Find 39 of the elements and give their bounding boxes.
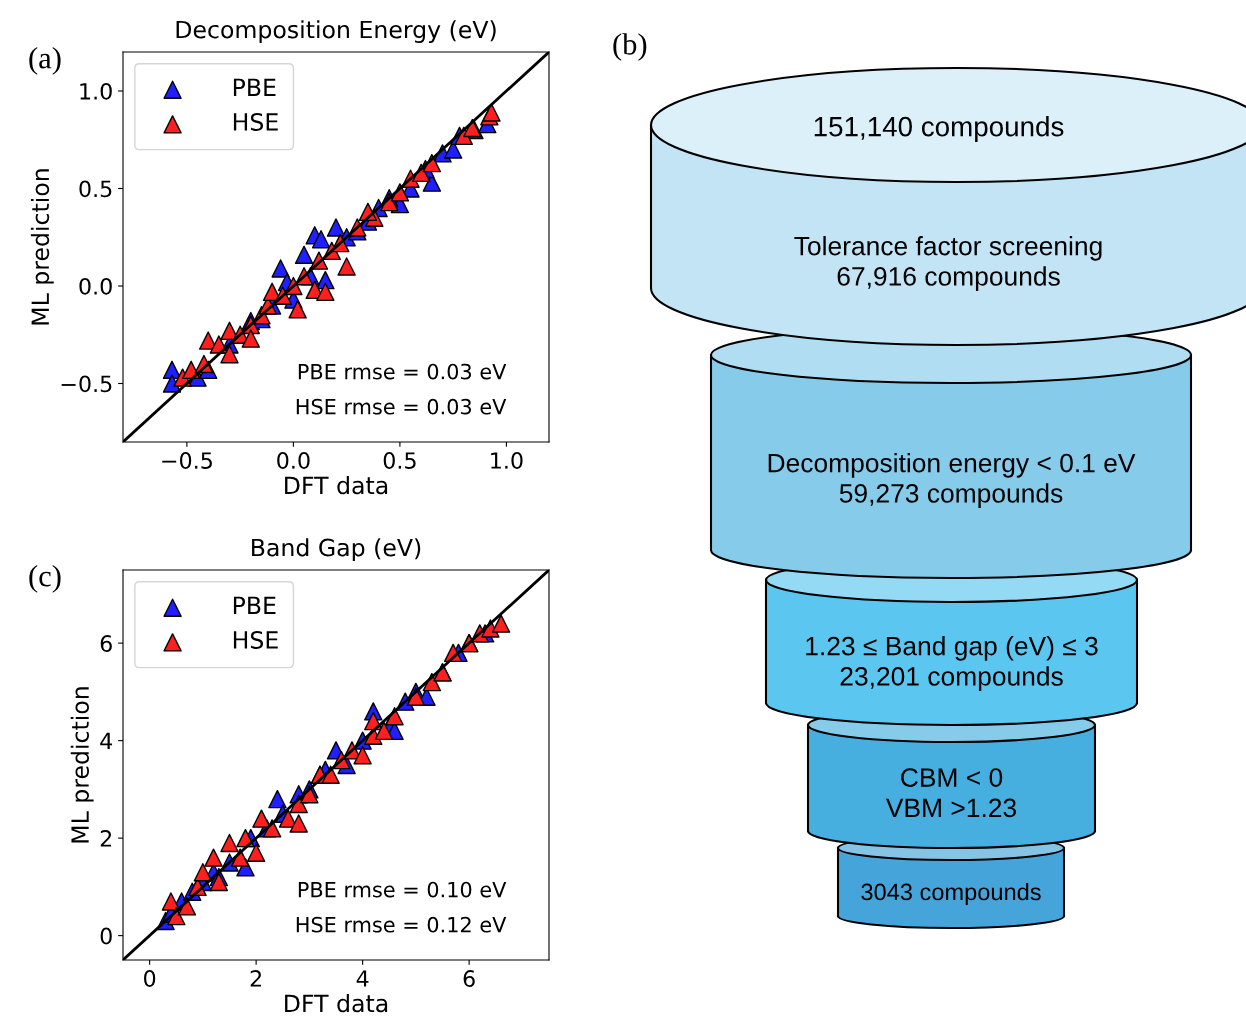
y-axis-title: ML prediction xyxy=(70,687,94,843)
category-label: 3043 compounds xyxy=(861,882,1041,906)
x-tick-label: 0.0 xyxy=(277,452,310,469)
legend-label: HSE xyxy=(233,113,278,131)
category-label: Decomposition energy < 0.1 eV 59,273 compounds xyxy=(768,453,1136,508)
y-tick-label: −0.5 xyxy=(61,375,112,393)
y-tick-label: 0.5 xyxy=(79,180,112,198)
y-axis-title: ML prediction xyxy=(30,169,54,325)
chart-title: Decomposition Energy (eV) xyxy=(176,20,496,44)
x-tick-label: 0 xyxy=(144,970,156,987)
text: (a) xyxy=(29,47,61,75)
annotation: PBE rmse = 0.10 eV xyxy=(298,881,507,898)
y-tick-label: 2 xyxy=(100,830,112,847)
category-label: 151,140 compounds xyxy=(814,116,1064,142)
category-label: 1.23 ≤ Band gap (eV) ≤ 3 23,201 compounds xyxy=(806,636,1098,691)
text: (c) xyxy=(29,565,61,593)
category-label: CBM < 0 VBM >1.23 xyxy=(885,768,1016,818)
text: (b) xyxy=(613,33,647,61)
y-tick-label: 0 xyxy=(100,927,112,945)
x-axis-title: DFT data xyxy=(285,994,388,1013)
x-axis-title: DFT data xyxy=(285,476,388,495)
annotation: HSE rmse = 0.12 eV xyxy=(296,916,507,933)
annotation: PBE rmse = 0.03 eV xyxy=(298,363,507,380)
x-tick-label: 1.0 xyxy=(491,452,523,469)
y-tick-label: 6 xyxy=(100,635,112,652)
x-tick-label: −0.5 xyxy=(162,452,212,469)
y-tick-label: 1.0 xyxy=(80,82,112,100)
x-tick-label: 2 xyxy=(250,970,261,987)
x-tick-label: 4 xyxy=(356,970,369,987)
x-tick-label: 6 xyxy=(463,970,475,987)
chart-title: Band Gap (eV) xyxy=(252,538,421,562)
y-tick-label: 0.0 xyxy=(79,277,112,295)
x-tick-label: 0.5 xyxy=(383,452,416,469)
legend-label: PBE xyxy=(233,78,276,96)
annotation: HSE rmse = 0.03 eV xyxy=(296,398,507,415)
legend-label: PBE xyxy=(233,596,276,614)
legend-label: HSE xyxy=(233,631,278,649)
y-tick-label: 4 xyxy=(100,732,113,750)
category-label: Tolerance factor screening 67,916 compounds xyxy=(794,236,1102,291)
